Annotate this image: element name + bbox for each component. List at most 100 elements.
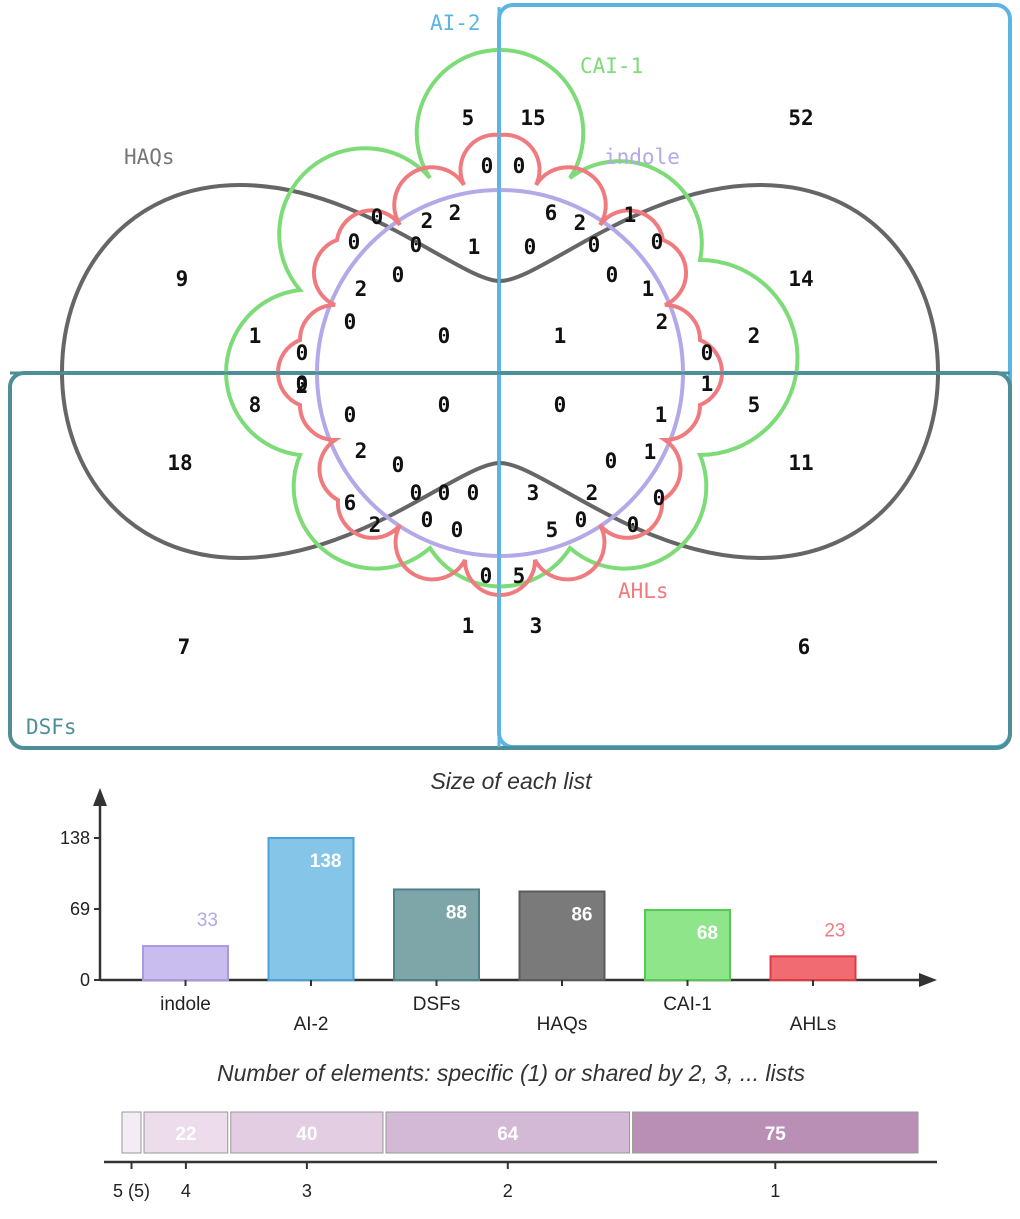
region-count: 1 [644, 440, 657, 464]
region-count: 11 [788, 451, 813, 475]
region-count: 0 [296, 341, 309, 365]
region-count: 0 [410, 233, 423, 257]
y-ticks: 0 69 138 [60, 828, 100, 990]
region-count: 0 [627, 513, 640, 537]
region-count: 0 [701, 341, 714, 365]
set-label-ahls: AHLs [618, 579, 669, 603]
region-count: 0 [344, 310, 357, 334]
region-count: 3 [527, 481, 540, 505]
segment-value-label: 22 [175, 1124, 196, 1145]
region-count: 0 [421, 508, 434, 532]
shared-count-chart: Number of elements: specific (1) or shar… [104, 1060, 937, 1201]
set-ai2-boundary [497, 3, 1012, 749]
set-label-ai2: AI-2 [430, 11, 481, 35]
segment-2 [385, 1111, 631, 1154]
region-count: 0 [588, 233, 601, 257]
segments: 5 (5) 22 4 40 3 64 2 75 1 [113, 1111, 919, 1201]
x-tick-label: 4 [181, 1181, 191, 1201]
region-count: 1 [624, 203, 637, 227]
region-count: 0 [480, 564, 493, 588]
segment-1 [632, 1111, 919, 1154]
region-count: 0 [481, 154, 494, 178]
region-count: 2 [296, 374, 309, 398]
x-tick-label: 2 [503, 1181, 513, 1201]
region-count: 2 [586, 481, 599, 505]
bar-indole [142, 945, 229, 981]
segment-4 [143, 1111, 229, 1154]
region-count: 1 [642, 277, 655, 301]
set-label-dsfs: DSFs [26, 715, 77, 739]
x-tick-label: DSFs [413, 994, 461, 1015]
region-count: 2 [656, 310, 669, 334]
x-tick-label: 1 [770, 1181, 780, 1201]
segment-3 [230, 1111, 384, 1154]
x-tick-label: CAI-1 [663, 994, 712, 1015]
region-count: 9 [176, 267, 189, 291]
region-count: 2 [369, 513, 382, 537]
region-count: 0 [348, 230, 361, 254]
set-dsfs-boundary [8, 371, 1012, 750]
region-count: 0 [575, 508, 588, 532]
region-count: 0 [605, 449, 618, 473]
bars: 33 indole 138 AI-2 88 DSFs 86 HAQs 68 CAI-1 23 AHLs [142, 837, 857, 1035]
segment-value-label: 75 [765, 1124, 787, 1145]
region-count: 0 [653, 486, 666, 510]
region-count: 7 [178, 635, 191, 659]
region-count: 0 [296, 372, 309, 396]
region-count: 0 [438, 324, 451, 348]
y-axis-arrow [93, 788, 107, 806]
region-count: 1 [462, 614, 475, 638]
region-count: 15 [520, 106, 545, 130]
set-labels: AI-2 CAI-1 indole HAQs AHLs DSFs [26, 11, 680, 739]
set-label-haqs: HAQs [124, 145, 175, 169]
bar-value-label: 88 [446, 902, 467, 923]
x-tick-label: 5 (5) [113, 1181, 150, 1201]
segment-value-label: 40 [296, 1124, 317, 1145]
region-count: 1 [701, 372, 714, 396]
region-count: 2 [449, 201, 462, 225]
region-count: 3 [530, 614, 543, 638]
region-count: 0 [371, 205, 384, 229]
segment-5 (5) [121, 1111, 142, 1154]
region-count: 5 [546, 518, 559, 542]
x-tick-label: AHLs [790, 1014, 836, 1035]
x-axis-arrow [919, 973, 937, 987]
bar-AHLs [769, 955, 857, 981]
region-count: 1 [468, 235, 481, 259]
region-count: 0 [392, 263, 405, 287]
segment-value-label: 64 [497, 1124, 519, 1145]
region-count: 1 [249, 324, 262, 348]
region-count: 2 [355, 277, 368, 301]
y-tick-label: 0 [80, 970, 90, 990]
list-size-chart: Size of each list 0 69 138 33 indole 138 AI-2… [60, 768, 937, 1035]
set-label-indole: indole [604, 145, 680, 169]
region-count: 0 [651, 230, 664, 254]
region-count: 0 [438, 481, 451, 505]
bar-DSFs [393, 888, 480, 982]
region-count: 2 [748, 324, 761, 348]
region-count: 0 [344, 403, 357, 427]
region-count: 0 [392, 453, 405, 477]
region-count: 5 [462, 106, 475, 130]
region-count: 5 [513, 564, 526, 588]
region-count: 52 [788, 106, 813, 130]
region-count: 8 [249, 393, 262, 417]
region-count: 1 [554, 324, 567, 348]
x-tick-label: HAQs [537, 1014, 588, 1035]
bar-value-label: 68 [697, 923, 718, 944]
region-count: 0 [451, 518, 464, 542]
x-tick-label: indole [160, 994, 211, 1015]
region-count: 2 [574, 211, 587, 235]
bar-value-label: 33 [197, 910, 218, 931]
region-count: 6 [344, 491, 357, 515]
region-count: 0 [438, 393, 451, 417]
region-count: 0 [554, 393, 567, 417]
bar-value-label: 23 [824, 920, 845, 941]
bar-value-label: 86 [571, 905, 592, 926]
set-cai1-boundary [224, 47, 800, 589]
region-count: 6 [798, 635, 811, 659]
y-tick-label: 69 [70, 899, 90, 919]
y-tick-label: 138 [60, 828, 90, 848]
